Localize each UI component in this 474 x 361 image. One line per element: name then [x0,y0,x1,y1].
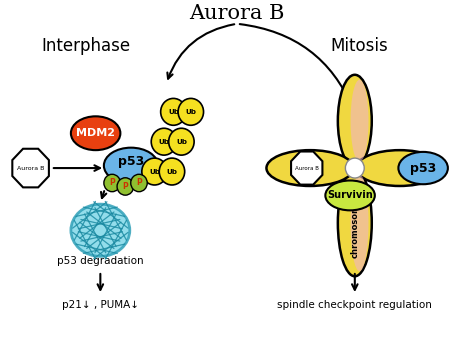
Ellipse shape [338,169,372,276]
Circle shape [169,128,194,155]
Circle shape [178,99,203,125]
Circle shape [346,158,364,178]
Ellipse shape [71,116,120,150]
Circle shape [117,178,134,195]
Ellipse shape [351,80,368,162]
Text: Ub: Ub [176,139,187,145]
Text: p53: p53 [118,155,144,168]
Ellipse shape [104,148,158,183]
Ellipse shape [398,152,448,184]
Text: p53: p53 [410,162,436,175]
Ellipse shape [356,150,443,186]
Ellipse shape [325,180,375,210]
Text: P: P [109,178,115,187]
Text: Aurora B: Aurora B [189,4,285,23]
Ellipse shape [71,204,130,256]
Circle shape [142,158,167,185]
Text: Interphase: Interphase [42,37,131,55]
Ellipse shape [266,150,354,186]
Text: chromosome: chromosome [350,197,359,258]
Text: P: P [136,178,142,187]
Text: Ub: Ub [166,169,177,175]
Text: Mitosis: Mitosis [331,37,388,55]
Text: Aurora B: Aurora B [295,166,319,170]
Ellipse shape [338,75,372,167]
Text: P: P [122,182,128,191]
Circle shape [151,128,177,155]
Text: p53 degradation: p53 degradation [57,256,144,266]
Ellipse shape [351,174,368,271]
Text: Ub: Ub [158,139,170,145]
Circle shape [131,174,147,192]
Text: spindle checkpoint regulation: spindle checkpoint regulation [277,300,432,310]
Text: p21↓ , PUMA↓: p21↓ , PUMA↓ [62,300,139,310]
Text: Ub: Ub [149,169,160,175]
Circle shape [161,99,186,125]
Text: MDM2: MDM2 [76,128,115,138]
Circle shape [104,174,120,192]
Text: Ub: Ub [185,109,196,115]
Text: Ub: Ub [168,109,179,115]
Text: Survivin: Survivin [327,190,373,200]
Text: Aurora B: Aurora B [17,166,44,170]
Circle shape [159,158,185,185]
